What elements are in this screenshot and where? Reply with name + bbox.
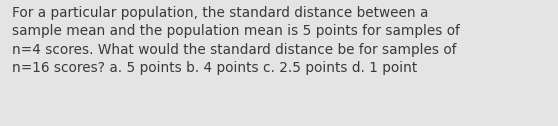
- Text: For a particular population, the standard distance between a
sample mean and the: For a particular population, the standar…: [12, 6, 460, 75]
